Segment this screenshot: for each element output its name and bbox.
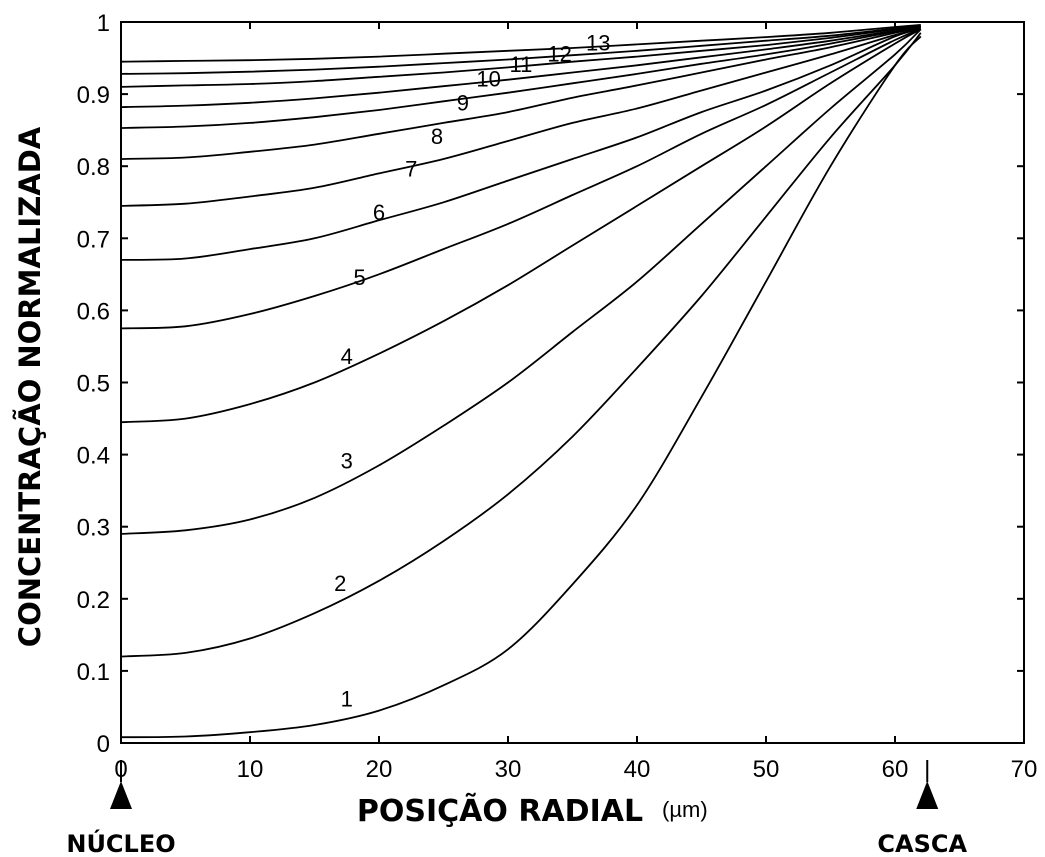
marker-arrow-0 — [110, 781, 132, 809]
series-line-11 — [120, 25, 921, 88]
curve-label-6: 6 — [373, 200, 385, 225]
x-tick-label: 10 — [237, 756, 264, 783]
series-line-5 — [120, 28, 922, 330]
series-line-1 — [120, 35, 922, 739]
plot-border — [120, 21, 1025, 744]
curve-label-13: 13 — [586, 30, 610, 55]
series-line-8 — [120, 26, 921, 160]
y-tick-label: 0.9 — [77, 82, 110, 109]
y-tick-label: 0 — [97, 731, 110, 758]
y-tick-label: 1 — [97, 10, 110, 37]
y-tick-label: 0.6 — [77, 298, 110, 325]
x-tick-label: 40 — [624, 756, 651, 783]
series-line-3 — [120, 28, 922, 535]
curve-label-8: 8 — [431, 124, 443, 149]
curve-label-2: 2 — [334, 571, 346, 596]
series-line-13 — [120, 24, 921, 63]
y-tick-label: 0.5 — [77, 371, 110, 398]
curve-label-5: 5 — [354, 265, 366, 290]
series-line-12 — [120, 24, 921, 75]
curve-label-9: 9 — [457, 90, 469, 115]
position-markers: NÚCLEO CASCA — [66, 760, 968, 857]
y-tick-label: 0.7 — [77, 226, 110, 253]
plot-area — [120, 21, 1025, 744]
curve-label-10: 10 — [476, 66, 500, 91]
y-axis: 0 0.1 0.2 0.3 0.4 0.5 0.6 0.7 0.8 0.9 1 — [77, 10, 1024, 758]
x-tick-label: 60 — [882, 756, 909, 783]
x-axis: 010203040506070 — [114, 22, 1037, 783]
marker-arrow-1 — [916, 781, 939, 809]
y-tick-label: 0.1 — [77, 659, 110, 686]
x-axis-unit: (µm) — [662, 797, 708, 822]
x-tick-label: 70 — [1011, 756, 1038, 783]
curve-label-4: 4 — [341, 344, 353, 369]
y-tick-label: 0.3 — [77, 515, 110, 542]
x-tick-label: 50 — [753, 756, 780, 783]
y-tick-label: 0.2 — [77, 587, 110, 614]
series-lines — [120, 24, 922, 739]
series-line-9 — [120, 26, 921, 129]
series-line-4 — [120, 28, 922, 424]
x-tick-label: 30 — [495, 756, 522, 783]
series-line-7 — [120, 28, 922, 207]
curve-label-12: 12 — [547, 41, 571, 66]
curve-label-7: 7 — [405, 157, 417, 182]
series-line-2 — [120, 32, 922, 658]
y-tick-label: 0.8 — [77, 154, 110, 181]
curve-label-1: 1 — [341, 687, 353, 712]
curve-label-11: 11 — [509, 52, 532, 77]
marker-label-1: CASCA — [877, 830, 967, 857]
curve-label-3: 3 — [341, 449, 353, 474]
y-axis-title: CONCENTRAÇÃO NORMALIZADA — [13, 126, 47, 647]
series-line-10 — [120, 26, 921, 108]
x-axis-title: POSIÇÃO RADIAL — [357, 792, 643, 829]
y-tick-label: 0.4 — [77, 443, 110, 470]
x-tick-label: 20 — [366, 756, 393, 783]
series-line-6 — [120, 28, 922, 261]
marker-label-0: NÚCLEO — [66, 828, 175, 857]
